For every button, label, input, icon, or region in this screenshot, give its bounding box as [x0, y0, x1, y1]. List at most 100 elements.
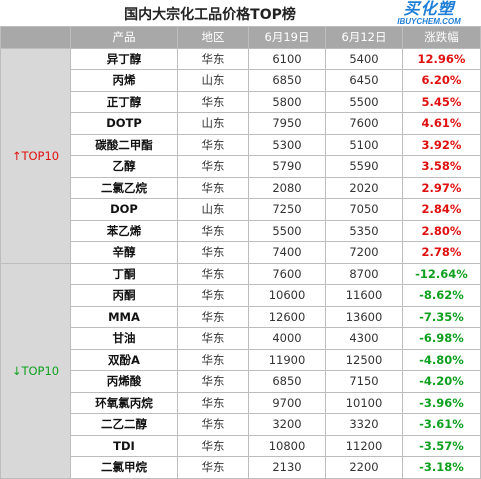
change-cell: 3.92%	[402, 133, 481, 156]
arrow-up-icon: ↑	[11, 148, 22, 163]
price-jun19-cell: 5500	[248, 219, 326, 242]
price-jun12-cell: 10100	[325, 391, 403, 414]
price-jun19-cell: 12600	[248, 305, 326, 328]
region-cell: 山东	[177, 69, 249, 92]
region-cell: 华东	[177, 391, 249, 414]
price-jun19-cell: 7250	[248, 198, 326, 221]
table-row: DOP 山东 7250 7050 2.84%	[1, 198, 481, 221]
change-cell: 3.58%	[402, 155, 481, 178]
price-jun19-cell: 10600	[248, 284, 326, 307]
price-jun19-cell: 7600	[248, 262, 326, 285]
region-cell: 华东	[177, 176, 249, 199]
price-jun12-cell: 4300	[325, 327, 403, 350]
product-cell: TDI	[70, 434, 178, 457]
region-cell: 山东	[177, 198, 249, 221]
change-cell: -3.57%	[402, 434, 481, 457]
table-row: DOTP 山东 7950 7600 4.61%	[1, 112, 481, 135]
table-header-row: 产品 地区 6月19日 6月12日 涨跌幅	[0, 26, 481, 49]
change-cell: 6.20%	[402, 69, 481, 92]
column-header-jun12: 6月12日	[325, 26, 403, 49]
price-jun19-cell: 2080	[248, 176, 326, 199]
change-cell: -4.20%	[402, 370, 481, 393]
column-header-change: 涨跌幅	[402, 26, 481, 49]
region-cell: 华东	[177, 348, 249, 371]
region-cell: 华东	[177, 434, 249, 457]
group-label-down: ↓TOP10	[0, 262, 71, 479]
region-cell: 华东	[177, 413, 249, 436]
product-cell: MMA	[70, 305, 178, 328]
table-row: 丙烯 山东 6850 6450 6.20%	[1, 69, 481, 92]
table-body: ↑TOP10 异丁醇 华东 6100 5400 12.96% 丙烯 山东 6850 6450 6.2…	[0, 47, 481, 479]
product-cell: 二氯甲烷	[70, 456, 178, 479]
table-row: 双酚A 华东 11900 12500 -4.80%	[1, 348, 481, 371]
product-cell: 辛醇	[70, 241, 178, 264]
change-cell: -12.64%	[402, 262, 481, 285]
price-jun19-cell: 6850	[248, 370, 326, 393]
product-cell: 丙烯酸	[70, 370, 178, 393]
price-jun12-cell: 5400	[325, 47, 403, 70]
price-jun12-cell: 5500	[325, 90, 403, 113]
brand-logo-sub: IBUYCHEM.COM	[397, 17, 461, 26]
table-row: 碳酸二甲酯 华东 5300 5100 3.92%	[1, 133, 481, 156]
price-jun19-cell: 10800	[248, 434, 326, 457]
price-jun19-cell: 6850	[248, 69, 326, 92]
change-cell: -3.96%	[402, 391, 481, 414]
price-jun12-cell: 7150	[325, 370, 403, 393]
title-bar: 国内大宗化工品价格TOP榜 买化塑 IBUYCHEM.COM	[0, 0, 481, 28]
region-cell: 山东	[177, 112, 249, 135]
column-header-region: 地区	[177, 26, 249, 49]
price-ranking-table: 产品 地区 6月19日 6月12日 涨跌幅 ↑TOP10 异丁醇 华东 6100 540…	[0, 26, 481, 479]
change-cell: -8.62%	[402, 284, 481, 307]
region-cell: 华东	[177, 262, 249, 285]
product-cell: 丙酮	[70, 284, 178, 307]
region-cell: 华东	[177, 47, 249, 70]
price-jun12-cell: 7200	[325, 241, 403, 264]
table-row: 二乙二醇 华东 3200 3320 -3.61%	[1, 413, 481, 436]
product-cell: 苯乙烯	[70, 219, 178, 242]
change-cell: 2.84%	[402, 198, 481, 221]
group-label-text: TOP10	[21, 148, 60, 163]
table-row: 苯乙烯 华东 5500 5350 2.80%	[1, 219, 481, 242]
table-row: 环氧氯丙烷 华东 9700 10100 -3.96%	[1, 391, 481, 414]
region-cell: 华东	[177, 133, 249, 156]
price-jun19-cell: 5300	[248, 133, 326, 156]
brand-logo-main: 买化塑	[403, 0, 455, 18]
price-jun19-cell: 3200	[248, 413, 326, 436]
product-cell: 乙醇	[70, 155, 178, 178]
product-cell: 环氧氯丙烷	[70, 391, 178, 414]
change-cell: 4.61%	[402, 112, 481, 135]
region-cell: 华东	[177, 241, 249, 264]
table-row: 乙醇 华东 5790 5590 3.58%	[1, 155, 481, 178]
price-jun12-cell: 7600	[325, 112, 403, 135]
change-cell: -3.18%	[402, 456, 481, 479]
table-row: 二氯乙烷 华东 2080 2020 2.97%	[1, 176, 481, 199]
price-jun12-cell: 12500	[325, 348, 403, 371]
column-header-product: 产品	[70, 26, 178, 49]
price-jun19-cell: 5790	[248, 155, 326, 178]
region-cell: 华东	[177, 90, 249, 113]
table-row: 二氯甲烷 华东 2130 2200 -3.18%	[1, 456, 481, 479]
product-cell: 丁酮	[70, 262, 178, 285]
table-row: MMA 华东 12600 13600 -7.35%	[1, 305, 481, 328]
price-jun12-cell: 2020	[325, 176, 403, 199]
product-cell: DOP	[70, 198, 178, 221]
group-header-cell	[0, 26, 71, 49]
arrow-down-icon: ↓	[11, 363, 22, 378]
region-cell: 华东	[177, 305, 249, 328]
product-cell: 碳酸二甲酯	[70, 133, 178, 156]
price-jun19-cell: 7400	[248, 241, 326, 264]
product-cell: 二乙二醇	[70, 413, 178, 436]
change-cell: 12.96%	[402, 47, 481, 70]
region-cell: 华东	[177, 155, 249, 178]
region-cell: 华东	[177, 370, 249, 393]
price-jun12-cell: 11600	[325, 284, 403, 307]
brand-logo: 买化塑 IBUYCHEM.COM	[385, 1, 473, 27]
region-cell: 华东	[177, 284, 249, 307]
column-header-jun19: 6月19日	[248, 26, 326, 49]
table-row: 正丁醇 华东 5800 5500 5.45%	[1, 90, 481, 113]
table-row: 甘油 华东 4000 4300 -6.98%	[1, 327, 481, 350]
product-cell: 正丁醇	[70, 90, 178, 113]
group-label-up: ↑TOP10	[0, 47, 71, 264]
price-jun12-cell: 2200	[325, 456, 403, 479]
price-jun12-cell: 5590	[325, 155, 403, 178]
